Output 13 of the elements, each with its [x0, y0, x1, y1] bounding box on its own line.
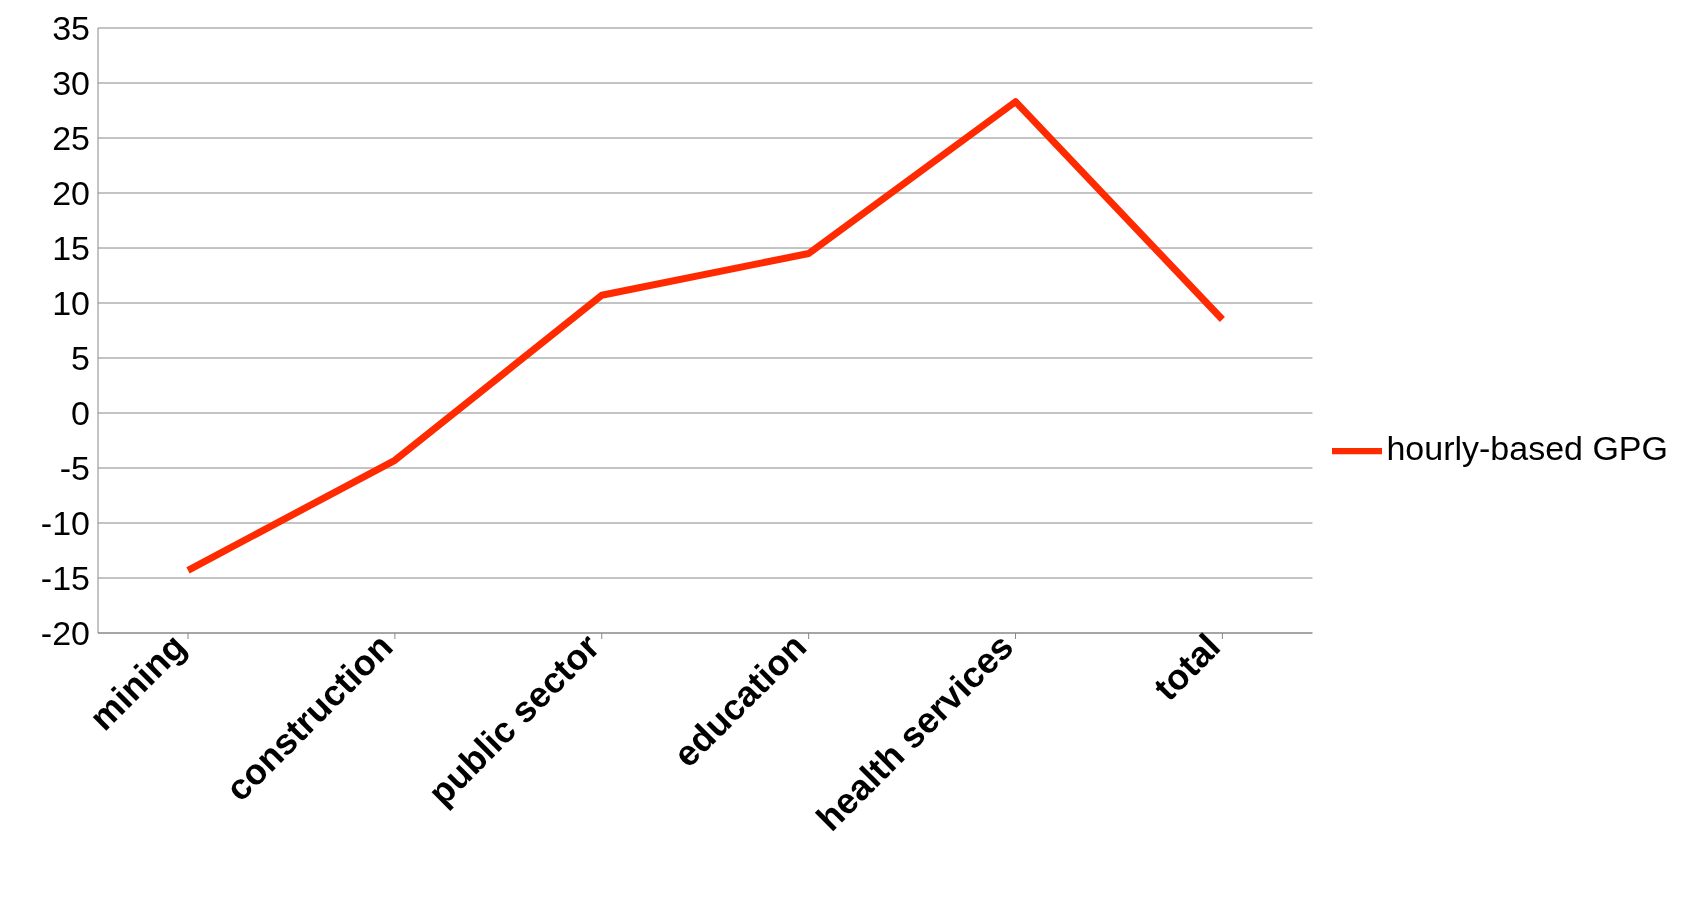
legend-label: hourly-based GPG [1386, 428, 1668, 467]
y-tick-label: -10 [40, 504, 90, 543]
y-tick-label: 20 [52, 174, 90, 213]
y-tick-label: 5 [71, 339, 90, 378]
y-tick-label: -15 [40, 559, 90, 598]
y-tick-label: -5 [59, 449, 90, 488]
y-tick-label: 15 [52, 229, 90, 268]
y-tick-label: 0 [71, 394, 90, 433]
y-tick-label: 35 [52, 9, 90, 48]
y-tick-label: 10 [52, 284, 90, 323]
y-tick-label: -20 [40, 614, 90, 653]
y-tick-label: 25 [52, 119, 90, 158]
y-tick-label: 30 [52, 64, 90, 103]
